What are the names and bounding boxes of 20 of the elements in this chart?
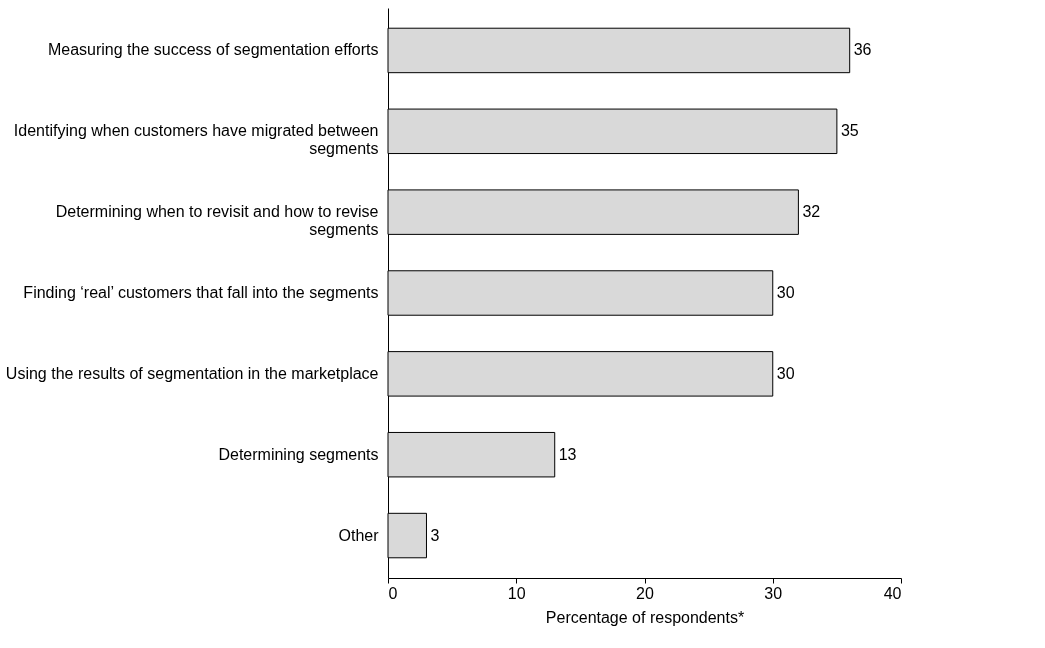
y-tick-label: Measuring the success of segmentation efforts — [47, 41, 379, 59]
y-tick-label: Using the results of segmentation in the marketplace — [5, 364, 379, 382]
data-label: 13 — [558, 445, 577, 463]
data-label: 36 — [853, 41, 872, 59]
y-tick-label: Determining segments — [218, 445, 379, 463]
x-tick-label: 20 — [636, 584, 654, 602]
data-label: 30 — [776, 364, 795, 382]
y-tick-label: Identifying when customers have migrated between segments — [13, 122, 379, 158]
data-label: 32 — [802, 203, 821, 221]
y-tick-label: Other — [338, 526, 380, 544]
x-tick-label: 40 — [883, 584, 902, 602]
y-tick-label: Determining when to revisit and how to revise segments — [55, 203, 379, 239]
x-tick-label: 30 — [764, 584, 783, 602]
data-label: 30 — [776, 284, 795, 301]
x-tick-label: 10 — [507, 584, 526, 602]
x-tick-label: 0 — [388, 584, 398, 602]
data-label: 3 — [430, 526, 440, 544]
x-axis-title: Percentage of respondents* — [545, 608, 745, 626]
data-label: 35 — [840, 122, 859, 140]
y-tick-label: Finding ‘real’ customers that fall into the segments — [23, 284, 379, 301]
